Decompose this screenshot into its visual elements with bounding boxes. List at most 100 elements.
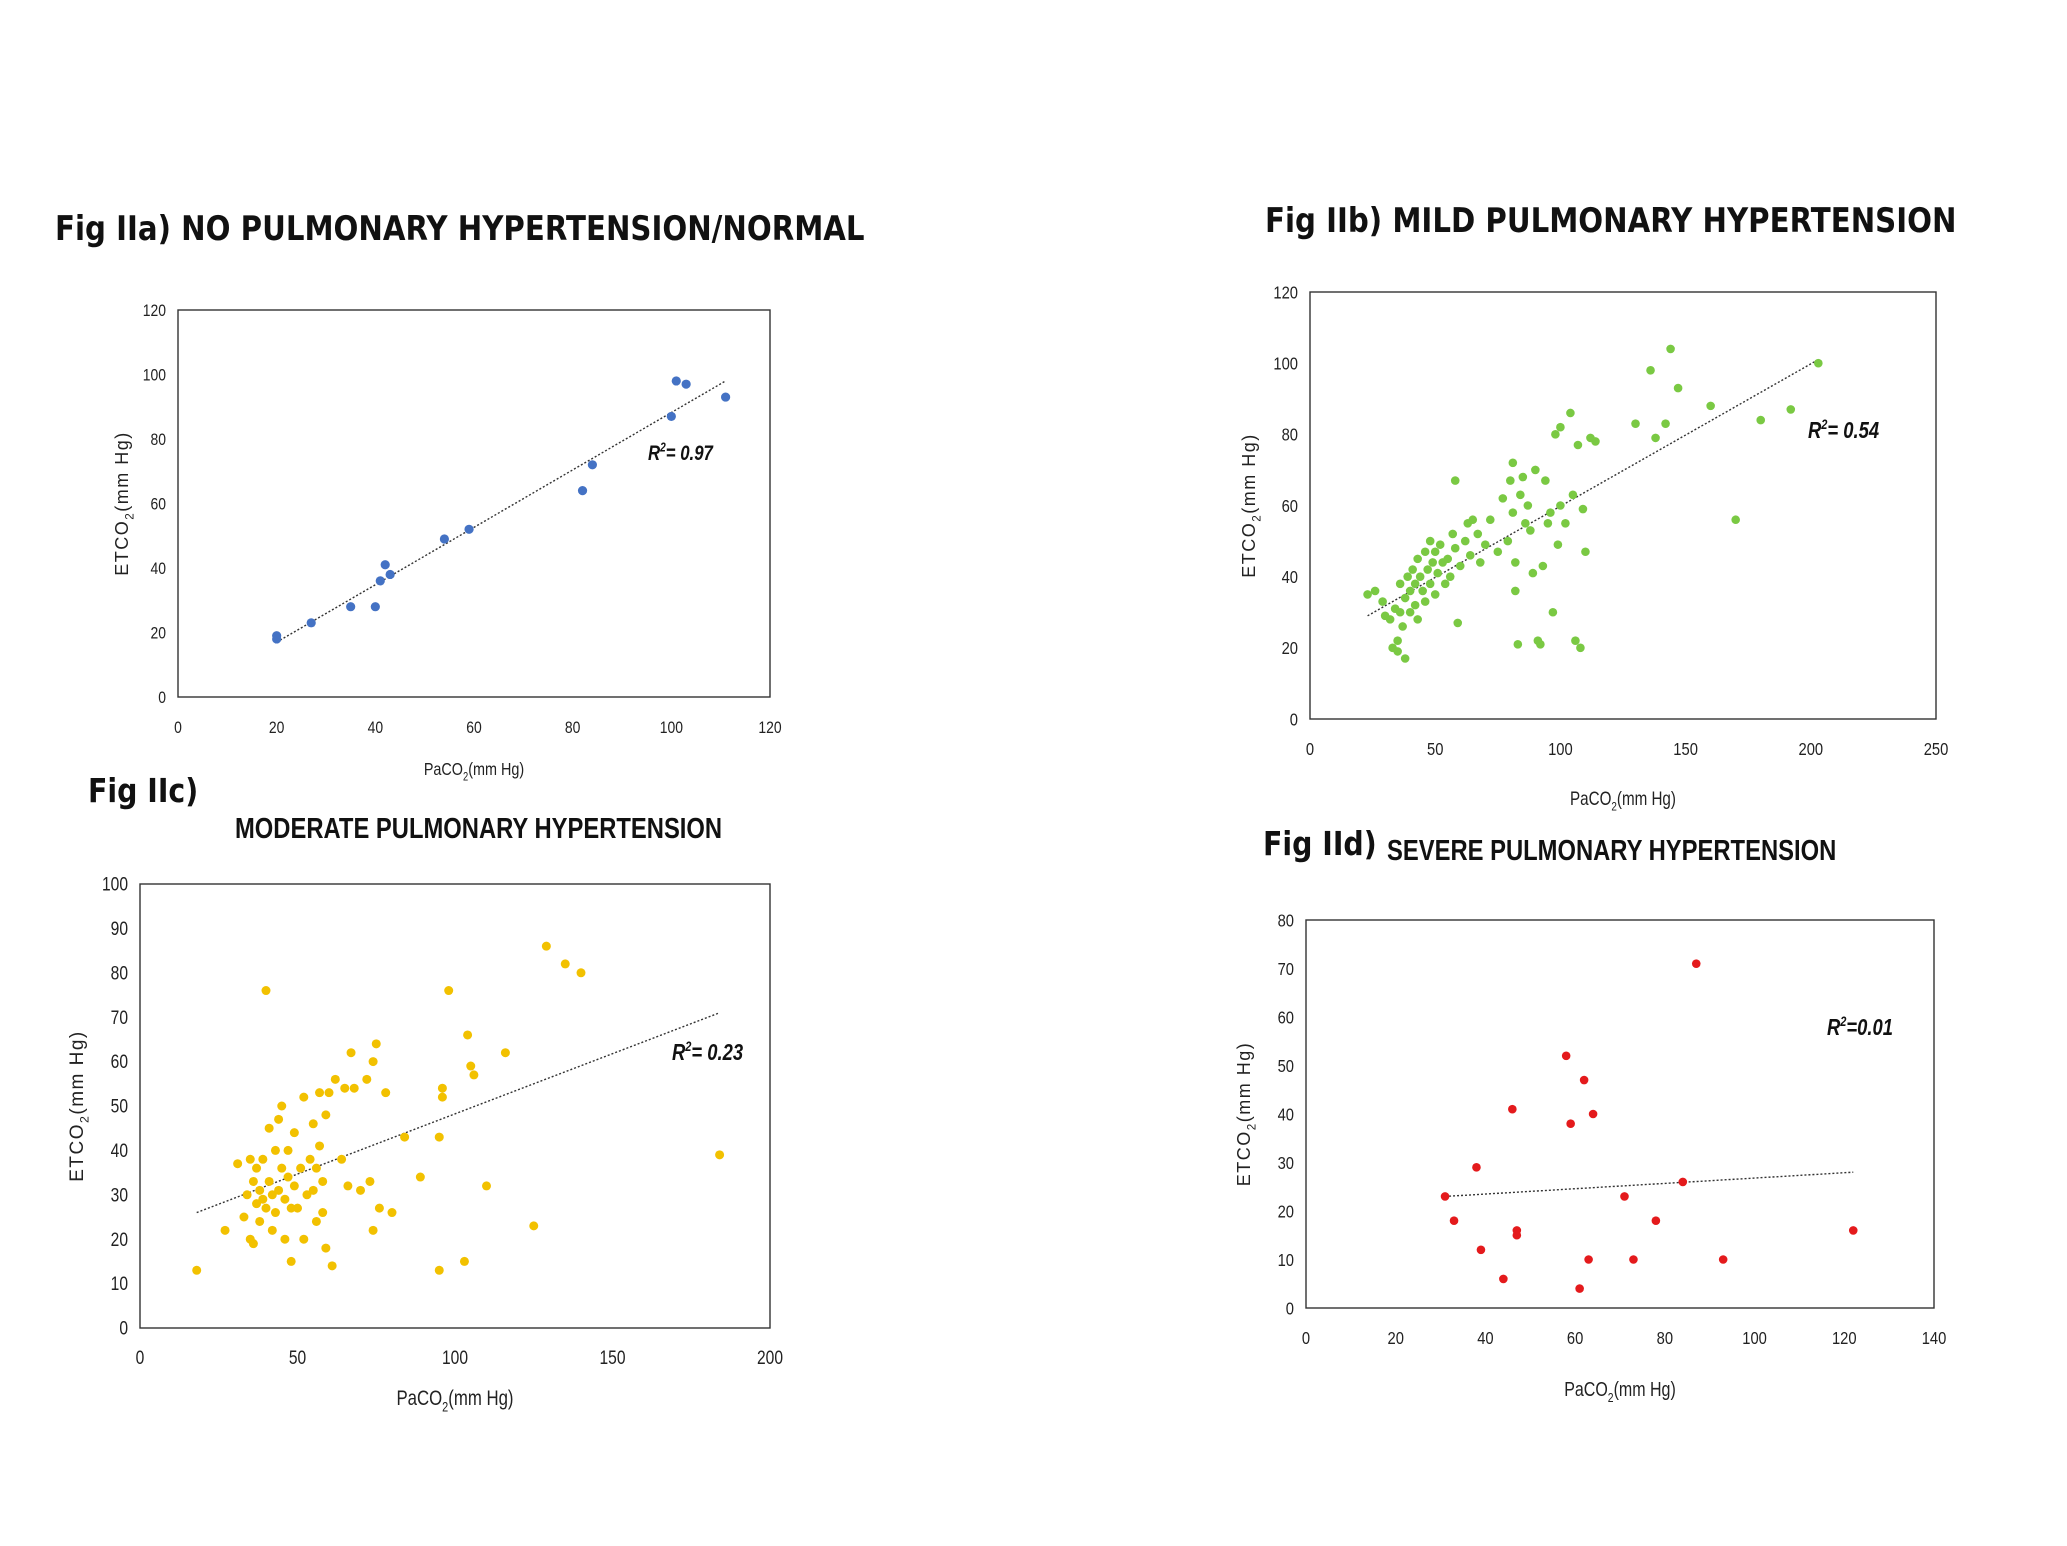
data-point — [464, 524, 474, 534]
data-point — [1508, 508, 1518, 517]
data-point — [1499, 1274, 1508, 1284]
x-tick-label: 140 — [1922, 1329, 1947, 1349]
data-point — [1433, 568, 1443, 578]
x-tick-label: 0 — [136, 1347, 145, 1369]
data-point — [1413, 615, 1422, 624]
data-point — [1472, 1163, 1481, 1172]
data-point — [1395, 579, 1405, 589]
x-tick-label: 0 — [174, 719, 182, 738]
data-point — [1473, 529, 1483, 539]
data-point — [258, 1154, 268, 1164]
r-squared-label: R2= 0.97 — [648, 442, 714, 466]
data-point — [1468, 515, 1478, 525]
data-point — [343, 1181, 353, 1191]
data-point — [1465, 551, 1475, 560]
data-point — [1449, 1216, 1459, 1225]
data-point — [1408, 565, 1417, 574]
data-point — [346, 1048, 356, 1058]
data-point — [255, 1216, 265, 1226]
x-axis-label: PaCO2(mm Hg) — [396, 1387, 513, 1414]
data-point — [1573, 440, 1583, 450]
data-point — [1398, 622, 1407, 631]
data-point — [1678, 1177, 1688, 1187]
data-point — [587, 460, 598, 470]
trendline — [1367, 358, 1819, 617]
x-tick-label: 40 — [368, 719, 384, 738]
r-squared-label: R2= 0.23 — [672, 1039, 743, 1066]
data-point — [1646, 365, 1655, 375]
y-tick-label: 20 — [1278, 1202, 1294, 1222]
data-point — [239, 1212, 249, 1222]
x-axis-label: PaCO2(mm Hg) — [424, 760, 524, 784]
data-point — [1455, 561, 1465, 571]
data-point — [469, 1070, 479, 1080]
data-point — [577, 486, 588, 496]
data-point — [1518, 472, 1528, 482]
x-axis-label: PaCO2(mm Hg) — [1570, 787, 1676, 814]
data-point — [1410, 579, 1420, 589]
data-point — [1418, 586, 1427, 596]
data-point — [439, 534, 449, 544]
data-point — [321, 1110, 331, 1120]
data-point — [1575, 1284, 1584, 1293]
data-point — [362, 1074, 372, 1084]
data-point — [330, 1074, 340, 1084]
x-tick-label: 120 — [758, 719, 782, 738]
data-point — [1673, 383, 1683, 393]
x-tick-label: 250 — [1924, 740, 1949, 760]
data-point — [1584, 1255, 1593, 1264]
data-point — [1814, 358, 1823, 368]
data-point — [1425, 536, 1435, 546]
data-point — [315, 1088, 325, 1098]
y-tick-label: 60 — [111, 1051, 128, 1073]
data-point — [1493, 547, 1503, 557]
data-point — [1666, 344, 1675, 354]
data-point — [1629, 1255, 1638, 1264]
data-point — [500, 1048, 510, 1058]
y-tick-label: 30 — [111, 1184, 128, 1206]
data-point — [1691, 959, 1701, 968]
x-tick-label: 20 — [1388, 1329, 1404, 1349]
data-point — [1718, 1255, 1728, 1264]
data-point — [1453, 618, 1463, 628]
y-tick-label: 90 — [111, 918, 128, 940]
data-point — [1511, 558, 1520, 567]
data-point — [459, 1256, 469, 1266]
data-point — [374, 1203, 384, 1213]
data-point — [277, 1101, 287, 1111]
x-tick-label: 120 — [1832, 1329, 1857, 1349]
y-tick-label: 120 — [1273, 283, 1298, 303]
data-point — [1480, 540, 1490, 549]
data-point — [1706, 401, 1715, 411]
data-point — [280, 1194, 290, 1204]
y-tick-label: 50 — [1278, 1056, 1294, 1076]
y-tick-label: 40 — [111, 1140, 128, 1162]
data-point — [1423, 565, 1432, 574]
data-point — [283, 1145, 293, 1155]
y-axis-label: ETCO2(mm Hg) — [1234, 1042, 1258, 1187]
data-point — [1756, 415, 1766, 425]
data-point — [1498, 494, 1508, 503]
y-tick-label: 70 — [1278, 959, 1294, 979]
data-point — [264, 1176, 274, 1186]
x-tick-label: 60 — [1567, 1329, 1583, 1349]
data-point — [192, 1265, 202, 1275]
data-point — [299, 1092, 309, 1102]
x-tick-label: 20 — [269, 719, 285, 738]
chart-title: Fig IIb) MILD PULMONARY HYPERTENSION — [1265, 201, 1957, 242]
x-tick-label: 200 — [757, 1347, 783, 1369]
data-point — [1503, 536, 1513, 546]
y-tick-label: 80 — [1282, 425, 1298, 445]
data-point — [1651, 433, 1660, 443]
x-tick-label: 100 — [660, 719, 684, 738]
y-tick-label: 10 — [111, 1273, 128, 1295]
data-point — [1450, 476, 1460, 485]
chart-title: Fig IId) — [1263, 823, 1377, 863]
data-point — [308, 1119, 318, 1129]
data-point — [1440, 1192, 1450, 1201]
y-tick-label: 100 — [102, 873, 128, 895]
data-point — [293, 1203, 302, 1213]
data-point — [368, 1225, 378, 1235]
data-point — [305, 1154, 315, 1164]
